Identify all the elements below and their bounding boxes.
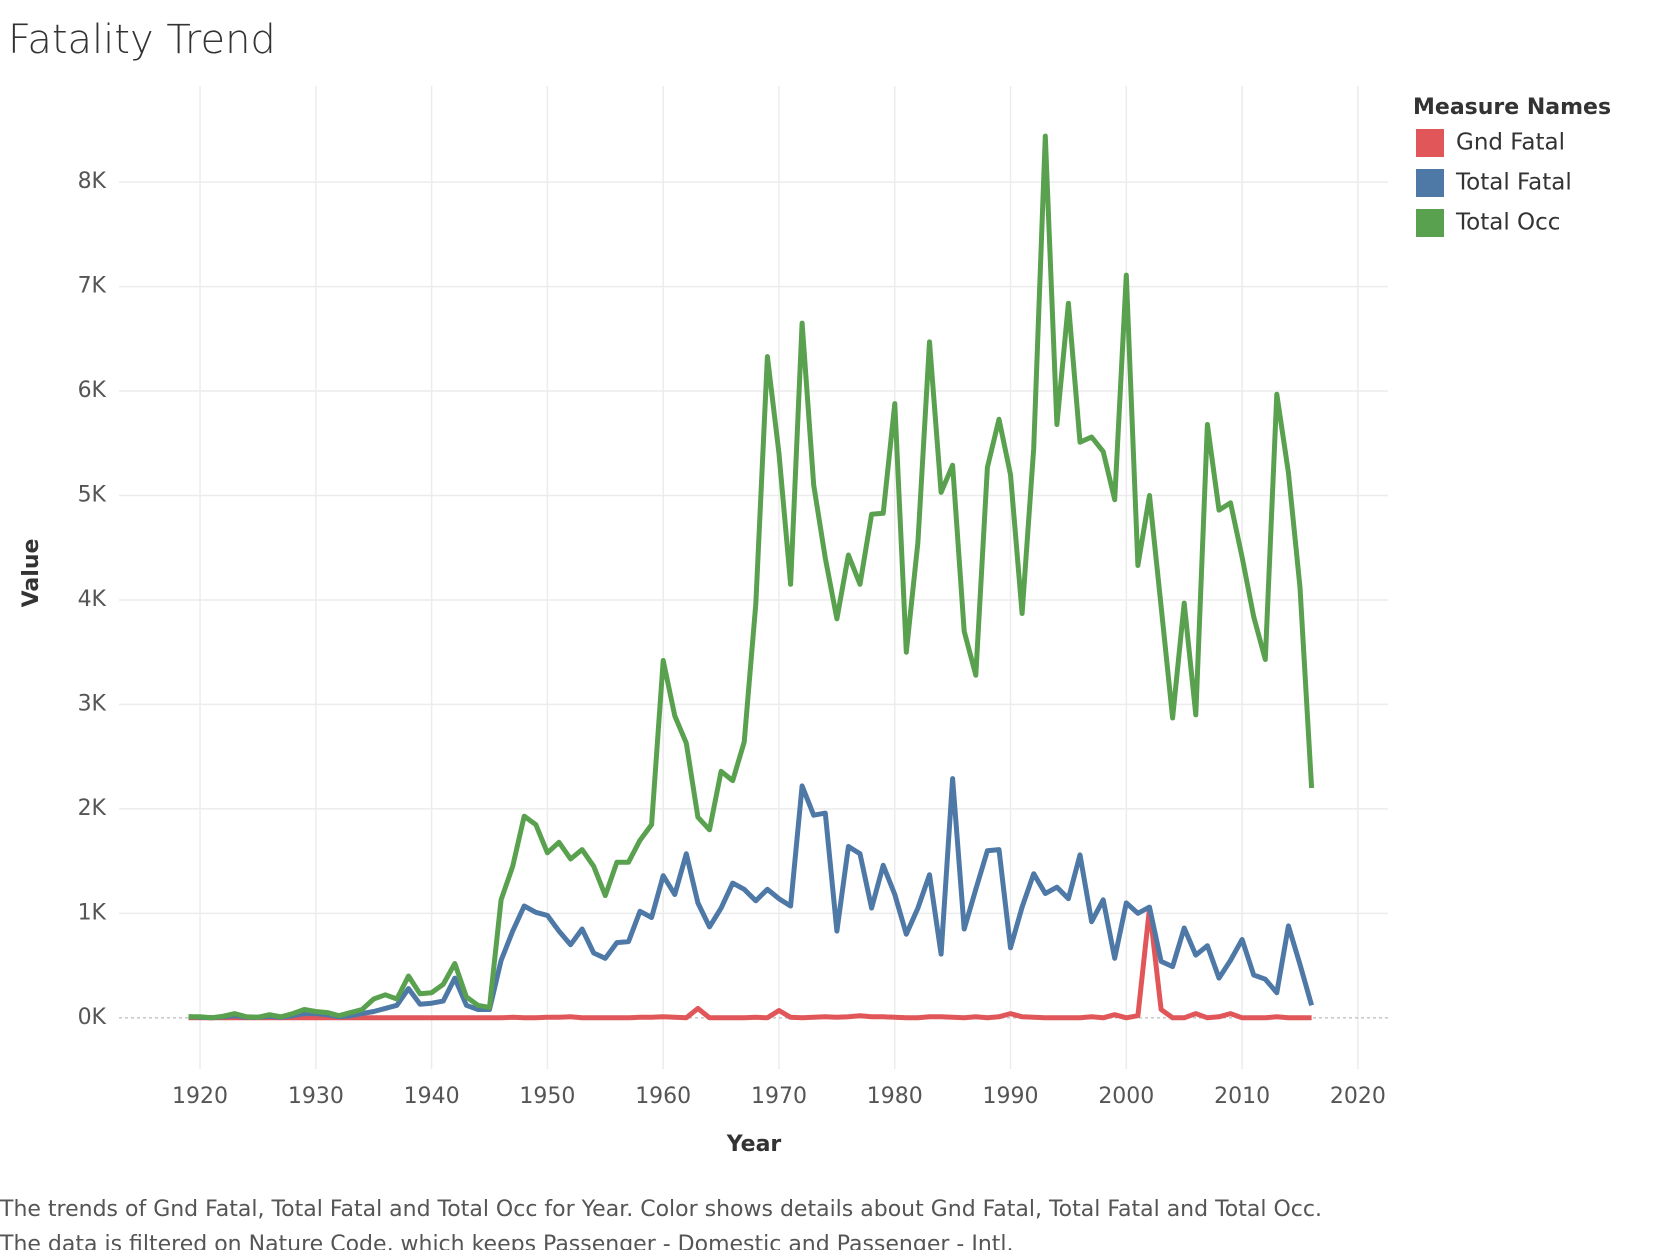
y-tick-label: 7K: [78, 274, 107, 299]
x-tick-label: 1960: [635, 1084, 691, 1109]
x-tick-label: 1990: [983, 1084, 1039, 1109]
y-axis-title: Value: [19, 539, 44, 608]
y-tick-label: 8K: [78, 169, 107, 194]
chart-title: Fatality Trend: [8, 17, 276, 63]
x-tick-label: 2000: [1098, 1084, 1154, 1109]
series-line: [188, 905, 1312, 1021]
y-tick-label: 1K: [78, 900, 107, 925]
legend-label: Total Fatal: [1455, 170, 1572, 196]
y-tick-label: 3K: [78, 691, 107, 716]
footnote: The trends of Gnd Fatal, Total Fatal and…: [0, 1197, 1322, 1222]
y-tick-label: 4K: [78, 587, 107, 612]
x-tick-label: 1970: [751, 1084, 807, 1109]
legend-swatch: [1416, 169, 1444, 197]
x-tick-label: 2020: [1330, 1084, 1386, 1109]
y-tick-label: 6K: [78, 378, 107, 403]
y-tick-label: 5K: [78, 482, 107, 507]
legend-label: Gnd Fatal: [1456, 130, 1565, 156]
legend-swatch: [1416, 209, 1444, 237]
x-tick-label: 2010: [1214, 1084, 1270, 1109]
x-tick-label: 1920: [172, 1084, 228, 1109]
x-tick-label: 1980: [867, 1084, 923, 1109]
series-line: [188, 776, 1315, 1021]
footnote: The data is filtered on Nature Code, whi…: [0, 1232, 1014, 1250]
x-axis-title: Year: [726, 1132, 782, 1157]
legend-swatch: [1416, 129, 1444, 157]
legend-title: Measure Names: [1413, 95, 1611, 120]
y-tick-label: 2K: [78, 796, 107, 821]
x-tick-label: 1950: [519, 1084, 575, 1109]
y-tick-label: 0K: [78, 1005, 107, 1030]
x-tick-label: 1940: [404, 1084, 460, 1109]
x-tick-label: 1930: [288, 1084, 344, 1109]
legend-label: Total Occ: [1455, 210, 1560, 236]
series-line: [188, 133, 1315, 1021]
